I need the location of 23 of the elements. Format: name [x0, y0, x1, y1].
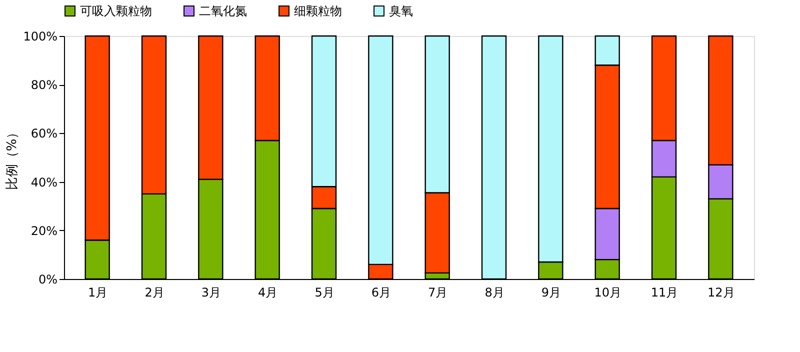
x-tick-label: 10月 — [594, 286, 622, 300]
legend-label: 臭氧 — [389, 4, 413, 18]
x-tick-label: 6月 — [371, 286, 391, 300]
legend-label: 可吸入颗粒物 — [80, 4, 152, 18]
x-tick-label: 4月 — [258, 286, 278, 300]
x-tick-label: 2月 — [144, 286, 164, 300]
y-tick-label: 100% — [23, 30, 58, 44]
y-tick-label: 40% — [30, 175, 58, 190]
x-tick-label: 7月 — [428, 286, 448, 300]
x-tick-label: 8月 — [484, 286, 504, 300]
y-tick-label: 60% — [30, 126, 58, 141]
y-tick-label: 80% — [30, 78, 58, 92]
legend-label: 细颗粒物 — [294, 4, 342, 18]
y-axis-title: 比例（%） — [5, 126, 20, 190]
x-tick-label: 5月 — [314, 286, 334, 300]
x-tick-label: 1月 — [88, 286, 108, 300]
x-tick-label: 12月 — [708, 286, 735, 300]
y-tick-label: 20% — [30, 224, 58, 238]
x-tick-label: 9月 — [541, 286, 561, 300]
legend-label: 二氧化氮 — [199, 4, 247, 18]
y-tick-label: 0% — [38, 272, 58, 286]
x-tick-label: 11月 — [650, 286, 678, 300]
x-tick-label: 3月 — [201, 286, 221, 300]
